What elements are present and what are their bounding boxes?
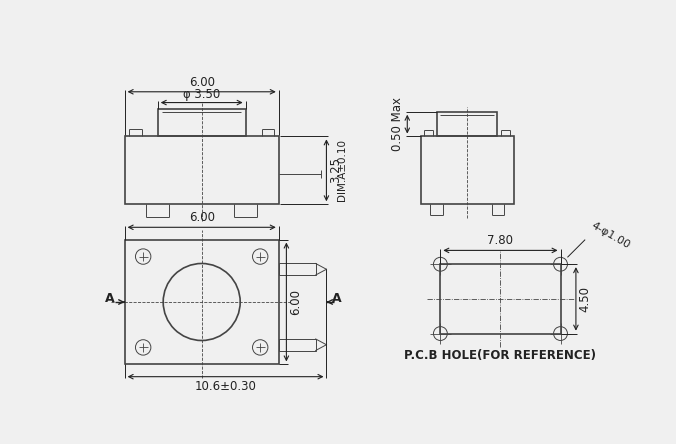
Bar (437, 112, 497, 136)
Text: 7.80: 7.80 (487, 234, 514, 247)
Text: A: A (333, 293, 342, 305)
Text: 6.00: 6.00 (289, 289, 301, 315)
Text: 3.25: 3.25 (329, 157, 342, 183)
Bar (421, 136, 514, 204)
Text: 6.00: 6.00 (189, 75, 215, 89)
Text: P.C.B HOLE(FOR REFERENCE): P.C.B HOLE(FOR REFERENCE) (404, 349, 596, 362)
Bar (279, 339, 316, 350)
Text: 4.50: 4.50 (578, 286, 592, 312)
Text: DIM.A±0.10: DIM.A±0.10 (337, 139, 347, 201)
Text: 4-φ1.00: 4-φ1.00 (589, 220, 632, 250)
Text: A: A (105, 293, 114, 305)
Text: φ 3.50: φ 3.50 (183, 88, 220, 101)
Bar (158, 109, 245, 136)
Text: 6.00: 6.00 (189, 211, 215, 224)
Text: 0.50 Max: 0.50 Max (391, 97, 404, 151)
Bar (124, 240, 279, 365)
Bar (124, 136, 279, 204)
Bar (279, 263, 316, 275)
Text: 10.6±0.30: 10.6±0.30 (195, 380, 256, 393)
Bar (440, 264, 560, 333)
